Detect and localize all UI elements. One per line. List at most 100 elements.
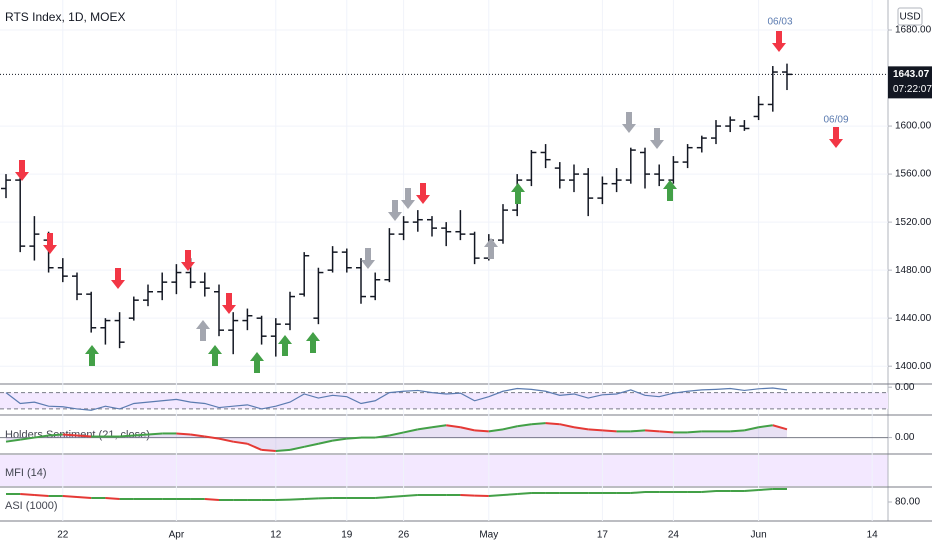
- ohlc-bar: [270, 318, 281, 357]
- signal-arrow-up: [278, 335, 292, 356]
- indicator-segment: [559, 423, 575, 429]
- last-price-label: 1643.07: [893, 69, 930, 80]
- indicator-segment: [133, 433, 149, 437]
- indicator-segment: [417, 426, 433, 431]
- ohlc-bar: [583, 168, 594, 217]
- indicator-segment: [204, 498, 220, 501]
- indicator-segment: [772, 424, 788, 431]
- signal-arrow-down: [43, 233, 57, 254]
- ohlc-bar: [469, 231, 480, 265]
- signal-arrow-down: [650, 128, 664, 149]
- indicator-segment: [176, 432, 191, 436]
- y-tick-label: 0.00: [895, 432, 915, 443]
- indicator-segment: [304, 497, 319, 500]
- chart-title: RTS Index, 1D, MOEX: [5, 10, 126, 24]
- y-tick-label: 1400.00: [895, 361, 932, 372]
- ohlc-bar: [128, 296, 139, 321]
- ohlc-bar: [57, 258, 68, 283]
- indicator-segment: [474, 429, 489, 433]
- indicator-segment: [76, 434, 92, 438]
- signal-arrow-down: [388, 200, 402, 221]
- ohlc-bar: [157, 272, 168, 301]
- indicator-segment: [289, 445, 305, 451]
- indicator-segment: [730, 429, 745, 433]
- indicator-segment: [531, 422, 546, 426]
- signal-arrow-down: [829, 127, 843, 148]
- ohlc-bar: [299, 252, 310, 297]
- annotation: 06/03: [767, 17, 792, 28]
- indicator-segment: [204, 435, 220, 440]
- indicator-segment: [389, 495, 404, 498]
- x-tick-label: Jun: [751, 530, 767, 541]
- ohlc-bar: [171, 264, 182, 295]
- indicator-title: MFI (14): [5, 467, 47, 479]
- indicator-segment: [289, 498, 305, 501]
- indicator-segment: [389, 431, 404, 437]
- annotation: 06/09: [823, 115, 848, 126]
- ohlc-bar: [682, 144, 693, 169]
- signal-arrow-down: [111, 268, 125, 289]
- indicator-segment: [588, 428, 603, 432]
- countdown: 07:22:07: [893, 84, 932, 95]
- indicator-segment: [502, 425, 518, 431]
- ohlc-bar: [569, 164, 579, 193]
- ohlc-bar: [313, 267, 324, 325]
- x-tick-label: May: [479, 530, 498, 541]
- signal-arrow-down: [401, 188, 415, 209]
- ohlc-bar: [427, 216, 437, 237]
- indicator-segment: [573, 426, 589, 431]
- currency: USD: [899, 12, 920, 23]
- ohlc-bar: [398, 216, 409, 241]
- x-tick-label: 17: [597, 530, 609, 541]
- y-tick-label: 1480.00: [895, 265, 932, 276]
- signal-arrow-up: [663, 180, 677, 201]
- indicator-segment: [275, 448, 291, 452]
- indicator-segment: [460, 426, 475, 432]
- ohlc-bar: [1, 174, 11, 199]
- currency-box[interactable]: [897, 7, 923, 26]
- ohlc-bar: [441, 222, 452, 247]
- indicator-segment: [644, 429, 660, 433]
- ohlc-bar: [767, 66, 778, 112]
- x-tick-label: 26: [398, 530, 410, 541]
- ohlc-bar: [668, 156, 679, 184]
- y-tick-label: 80.00: [895, 497, 920, 508]
- indicator-segment: [332, 437, 347, 442]
- indicator-segment: [758, 424, 773, 429]
- ohlc-bar: [455, 210, 466, 241]
- indicator-segment: [403, 494, 418, 497]
- indicator-segment: [431, 424, 447, 429]
- ohlc-bar: [214, 284, 224, 337]
- ohlc-bar: [341, 248, 352, 273]
- indicator-segment: [446, 424, 461, 429]
- indicator-segment: [630, 429, 646, 433]
- ohlc-bar: [256, 315, 267, 345]
- signal-arrow-up: [484, 238, 498, 259]
- indicator-segment: [744, 489, 759, 492]
- last-price-box: [888, 66, 932, 99]
- mfi-panel-bg: [0, 455, 888, 486]
- ohlc-bar: [625, 147, 636, 184]
- y-tick-label: 1680.00: [895, 25, 932, 36]
- ohlc-bar: [29, 216, 40, 261]
- x-tick-label: 12: [270, 530, 282, 541]
- ohlc-bar: [143, 284, 153, 307]
- indicator-segment: [488, 428, 504, 433]
- signal-arrow-up: [511, 183, 525, 204]
- indicator-segment: [34, 434, 49, 439]
- signal-arrow-down: [361, 248, 375, 269]
- x-tick-label: 14: [867, 530, 879, 541]
- indicator-line: [5, 387, 788, 411]
- indicator-segment: [545, 422, 560, 426]
- indicator-segment: [20, 493, 35, 496]
- indicator-segment: [62, 433, 78, 437]
- ohlc-bar: [753, 96, 764, 121]
- x-tick-label: 19: [341, 530, 353, 541]
- indicator-segment: [375, 434, 390, 439]
- indicator-segment: [630, 491, 646, 494]
- ohlc-bar: [725, 116, 736, 133]
- ohlc-bar: [384, 228, 395, 283]
- indicator-segment: [303, 442, 319, 448]
- indicator-title: ASI (1000): [5, 500, 58, 512]
- indicator-segment: [119, 434, 134, 438]
